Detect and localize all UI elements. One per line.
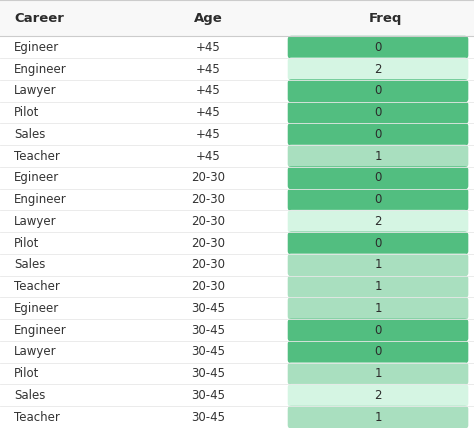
Text: +45: +45 (196, 149, 221, 163)
Text: Egineer: Egineer (14, 41, 59, 54)
Text: Teacher: Teacher (14, 280, 60, 293)
FancyBboxPatch shape (288, 384, 468, 407)
Bar (0, 363, 474, 384)
Text: Engineer: Engineer (14, 62, 67, 75)
Bar (0, 319, 474, 341)
Text: 1: 1 (374, 302, 382, 315)
Text: 0: 0 (374, 128, 382, 141)
Text: 30-45: 30-45 (191, 345, 226, 358)
Text: Career: Career (14, 12, 64, 25)
FancyBboxPatch shape (288, 145, 468, 167)
FancyBboxPatch shape (288, 123, 468, 146)
Text: 0: 0 (374, 106, 382, 119)
Text: 20-30: 20-30 (191, 259, 226, 271)
Text: Sales: Sales (14, 389, 46, 402)
Bar (0, 102, 474, 123)
Bar (0, 341, 474, 363)
Text: Sales: Sales (14, 259, 46, 271)
Bar (0, 58, 474, 80)
Text: 30-45: 30-45 (191, 367, 226, 380)
FancyBboxPatch shape (288, 36, 468, 59)
Text: 20-30: 20-30 (191, 280, 226, 293)
Text: 20-30: 20-30 (191, 171, 226, 184)
Bar (0, 36, 474, 58)
FancyBboxPatch shape (288, 79, 468, 102)
Text: Sales: Sales (14, 128, 46, 141)
Text: +45: +45 (196, 62, 221, 75)
FancyBboxPatch shape (288, 253, 468, 276)
Text: 20-30: 20-30 (191, 193, 226, 206)
Text: 0: 0 (374, 171, 382, 184)
Text: 0: 0 (374, 84, 382, 97)
Text: 2: 2 (374, 215, 382, 228)
Text: Egineer: Egineer (14, 302, 59, 315)
Text: Egineer: Egineer (14, 171, 59, 184)
Text: Engineer: Engineer (14, 324, 67, 336)
Text: 30-45: 30-45 (191, 410, 226, 424)
Bar (0, 254, 474, 276)
FancyBboxPatch shape (288, 275, 468, 298)
Text: Age: Age (194, 12, 223, 25)
FancyBboxPatch shape (288, 57, 468, 80)
Text: Teacher: Teacher (14, 410, 60, 424)
FancyBboxPatch shape (288, 166, 468, 189)
FancyBboxPatch shape (288, 340, 468, 363)
Text: Lawyer: Lawyer (14, 345, 57, 358)
Text: 1: 1 (374, 367, 382, 380)
Bar (0, 189, 474, 211)
Text: Teacher: Teacher (14, 149, 60, 163)
Text: 20-30: 20-30 (191, 237, 226, 250)
Text: 2: 2 (374, 62, 382, 75)
Text: 0: 0 (374, 193, 382, 206)
FancyBboxPatch shape (288, 318, 468, 342)
Text: +45: +45 (196, 128, 221, 141)
Bar (0, 406, 474, 428)
Bar (0, 297, 474, 319)
Text: 0: 0 (374, 41, 382, 54)
Text: 30-45: 30-45 (191, 302, 226, 315)
Text: 20-30: 20-30 (191, 215, 226, 228)
Text: 1: 1 (374, 259, 382, 271)
Text: Lawyer: Lawyer (14, 215, 57, 228)
Text: 1: 1 (374, 410, 382, 424)
Text: +45: +45 (196, 84, 221, 97)
Bar (0, 211, 474, 232)
Bar (0, 232, 474, 254)
Text: Pilot: Pilot (14, 367, 40, 380)
FancyBboxPatch shape (288, 362, 468, 385)
Bar (0, 276, 474, 297)
Bar (0, 123, 474, 145)
Bar (0, 167, 474, 189)
FancyBboxPatch shape (288, 188, 468, 211)
Text: Lawyer: Lawyer (14, 84, 57, 97)
Bar (0, 145, 474, 167)
FancyBboxPatch shape (288, 210, 468, 233)
FancyBboxPatch shape (288, 297, 468, 320)
Text: Pilot: Pilot (14, 106, 40, 119)
Text: 1: 1 (374, 280, 382, 293)
Text: 0: 0 (374, 324, 382, 336)
Text: 1: 1 (374, 149, 382, 163)
Text: 30-45: 30-45 (191, 324, 226, 336)
Text: 0: 0 (374, 237, 382, 250)
Text: 30-45: 30-45 (191, 389, 226, 402)
Bar (0, 384, 474, 406)
Text: 2: 2 (374, 389, 382, 402)
Text: +45: +45 (196, 106, 221, 119)
FancyBboxPatch shape (288, 101, 468, 124)
FancyBboxPatch shape (288, 232, 468, 255)
Text: +45: +45 (196, 41, 221, 54)
Text: Freq: Freq (368, 12, 402, 25)
Text: 0: 0 (374, 345, 382, 358)
Bar (0, 80, 474, 102)
FancyBboxPatch shape (288, 406, 468, 428)
Text: Pilot: Pilot (14, 237, 40, 250)
Text: Engineer: Engineer (14, 193, 67, 206)
